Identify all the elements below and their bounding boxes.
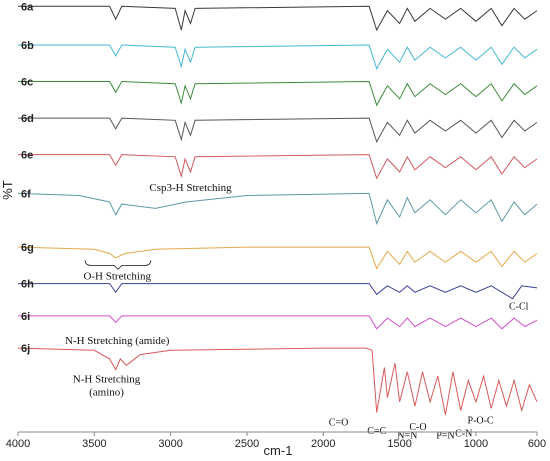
- annotation-11: C-N: [455, 428, 472, 439]
- series-line-6h: [18, 283, 538, 300]
- x-tick-label-4000: 4000: [6, 438, 30, 450]
- y-axis-title: %T: [0, 180, 15, 200]
- series-label-6g: 6g: [21, 242, 34, 254]
- annotation-8: N=N: [397, 430, 417, 441]
- series-label-6c: 6c: [21, 77, 33, 89]
- annotation-3: N-H Stretching: [73, 374, 141, 386]
- series-line-6i: [18, 315, 538, 330]
- annotation-1: O-H Stretching: [83, 270, 151, 282]
- series-line-6d: [18, 117, 538, 144]
- series-label-6h: 6h: [21, 279, 34, 291]
- x-axis-title: cm-1: [264, 443, 293, 458]
- annotation-2: N-H Stretching (amide): [65, 335, 170, 347]
- x-tick-label-1000: 1000: [464, 438, 488, 450]
- x-tick-label-2500: 2500: [235, 438, 259, 450]
- x-tick-label-600: 600: [528, 438, 546, 450]
- annotation-4: (amino): [89, 386, 124, 398]
- series-line-6j: [17, 347, 538, 415]
- series-line-6a: [18, 5, 538, 32]
- annotation-0: Csp3-H Stretching: [149, 182, 232, 194]
- series-line-6g: [17, 246, 538, 270]
- x-tick-label-3500: 3500: [82, 438, 106, 450]
- annotation-5: C-Cl: [509, 301, 529, 312]
- series-line-6b: [18, 44, 538, 70]
- series-line-6c: [18, 80, 538, 107]
- x-tick-label-3000: 3000: [158, 438, 182, 450]
- annotation-9: C-O: [409, 422, 426, 433]
- series-line-6e: [18, 154, 538, 180]
- annotation-6: C=O: [329, 418, 349, 429]
- x-tick-label-2000: 2000: [311, 438, 335, 450]
- series-line-6f: [17, 192, 538, 226]
- series-label-6i: 6i: [21, 311, 30, 323]
- series-label-6j: 6j: [21, 343, 30, 355]
- annotation-10: P=N: [436, 430, 454, 441]
- series-label-6a: 6a: [21, 1, 34, 13]
- series-label-6d: 6d: [21, 113, 34, 125]
- series-label-6e: 6e: [21, 150, 33, 162]
- annotation-12: P-O-C: [467, 415, 493, 426]
- x-tick-label-1500: 1500: [387, 438, 411, 450]
- series-label-6f: 6f: [21, 188, 31, 200]
- series-label-6b: 6b: [21, 40, 34, 52]
- annotation-bracket-1: [84, 260, 152, 270]
